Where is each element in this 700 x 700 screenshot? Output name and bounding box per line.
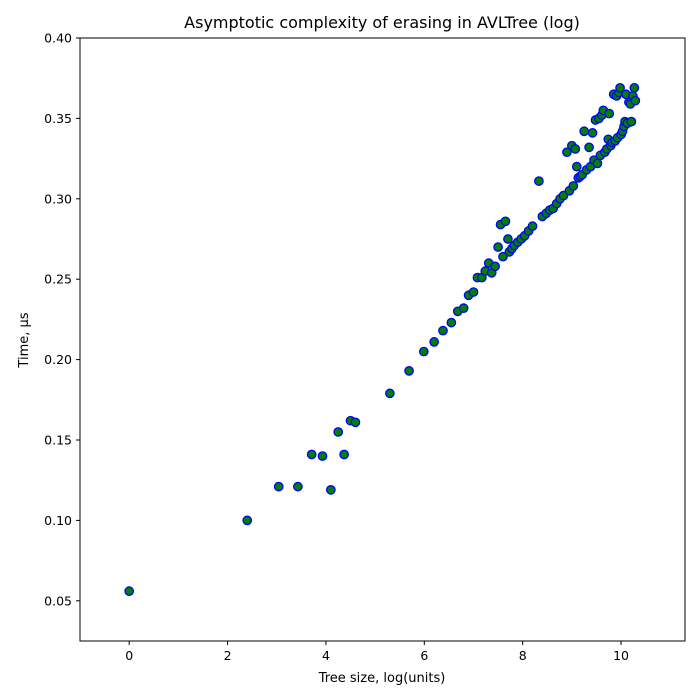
x-tick-label: 2 (224, 648, 232, 663)
data-point (468, 287, 479, 297)
y-tick-label: 0.40 (44, 31, 72, 46)
data-point (293, 481, 303, 492)
data-point (500, 216, 511, 227)
y-tick-label: 0.25 (44, 272, 72, 287)
data-point (579, 126, 590, 137)
data-point (124, 586, 135, 597)
data-point (490, 261, 500, 272)
y-tick-label: 0.10 (44, 513, 72, 528)
data-point (534, 176, 544, 186)
data-point (350, 417, 361, 428)
data-point (333, 427, 344, 437)
data-point (273, 481, 284, 492)
data-point (568, 181, 579, 191)
data-point (562, 147, 572, 158)
data-point (587, 128, 598, 138)
data-point (503, 234, 513, 244)
data-point (418, 346, 429, 357)
x-tick-label: 4 (322, 648, 330, 663)
data-point (592, 158, 603, 169)
data-point (630, 95, 641, 106)
ticks: 0 2 4 6 8 10 0.05 0.10 0.15 0.20 0.25 0.30 0.35 0.40 (44, 31, 629, 664)
plot-frame (79, 37, 686, 642)
data-point (527, 221, 538, 231)
data-point (571, 161, 582, 172)
y-tick-label: 0.20 (44, 352, 72, 367)
x-axis-label: Tree size, log(units) (318, 671, 446, 686)
data-point (498, 251, 508, 262)
data-point (404, 366, 414, 376)
data-point (446, 317, 457, 328)
plot-background (80, 38, 685, 641)
data-point (326, 484, 336, 495)
data-point (339, 449, 349, 460)
data-point (385, 388, 395, 399)
data-point (584, 142, 594, 153)
y-tick-label: 0.05 (44, 593, 72, 608)
x-tick-label: 0 (125, 648, 133, 663)
data-point (629, 82, 640, 93)
data-point (438, 325, 448, 336)
data-point (458, 303, 469, 313)
data-points (124, 82, 641, 597)
x-tick-label: 8 (519, 648, 527, 663)
x-tick-label: 10 (613, 648, 629, 663)
data-point (570, 144, 581, 154)
y-axis-label: Time, μs (17, 312, 32, 368)
data-point (626, 116, 637, 127)
y-tick-label: 0.35 (44, 111, 72, 126)
data-point (306, 449, 317, 460)
y-tick-label: 0.30 (44, 191, 72, 206)
data-point (242, 515, 253, 526)
data-point (493, 242, 503, 252)
data-point (317, 451, 328, 461)
data-point (604, 108, 615, 119)
data-point (429, 337, 439, 347)
y-tick-label: 0.15 (44, 433, 72, 448)
chart-title: Asymptotic complexity of erasing in AVLT… (184, 13, 580, 32)
data-point (615, 82, 625, 93)
x-tick-label: 6 (420, 648, 428, 663)
